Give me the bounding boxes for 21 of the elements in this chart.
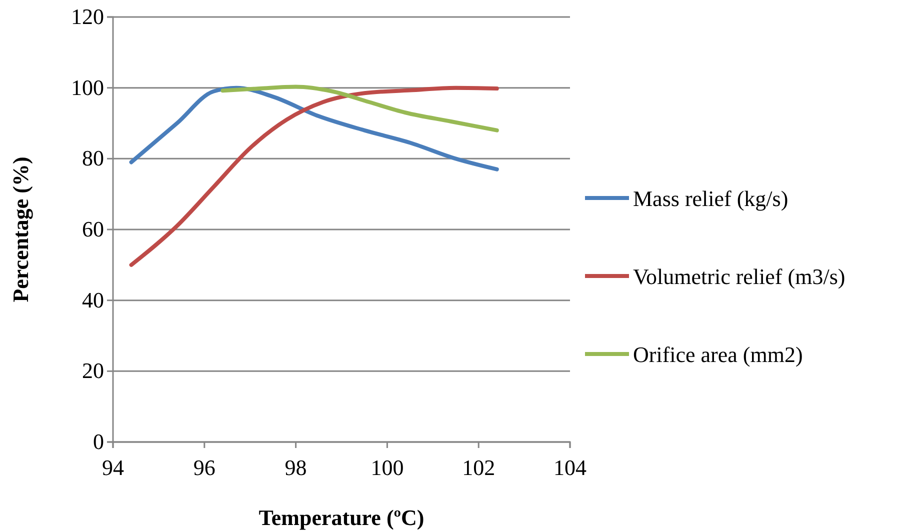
y-tick-label: 120 bbox=[71, 4, 104, 30]
x-tick-label: 96 bbox=[193, 455, 216, 480]
x-axis-title: Temperature (ºC) bbox=[258, 505, 424, 530]
line-series bbox=[220, 84, 499, 132]
y-tick-label: 100 bbox=[71, 74, 104, 100]
x-tick-label: 102 bbox=[462, 455, 496, 480]
line-series bbox=[129, 86, 499, 172]
y-tick-label: 20 bbox=[82, 358, 104, 384]
y-tick-label: 40 bbox=[82, 287, 104, 312]
y-tick-label: 60 bbox=[82, 216, 104, 242]
y-tick-label: 80 bbox=[82, 146, 104, 171]
legend-label: Orifice area (mm2) bbox=[633, 342, 803, 367]
legend-label: Mass relief (kg/s) bbox=[633, 186, 788, 211]
x-tick-label: 104 bbox=[554, 455, 586, 480]
y-tick-label: 0 bbox=[93, 429, 104, 454]
legend-label: Volumetric relief (m3/s) bbox=[633, 264, 846, 289]
line-series bbox=[129, 86, 499, 267]
x-tick-label: 100 bbox=[370, 455, 404, 480]
y-axis-title: Percentage (%) bbox=[8, 156, 33, 302]
x-tick-label: 94 bbox=[102, 455, 124, 480]
x-tick-label: 98 bbox=[284, 455, 307, 480]
